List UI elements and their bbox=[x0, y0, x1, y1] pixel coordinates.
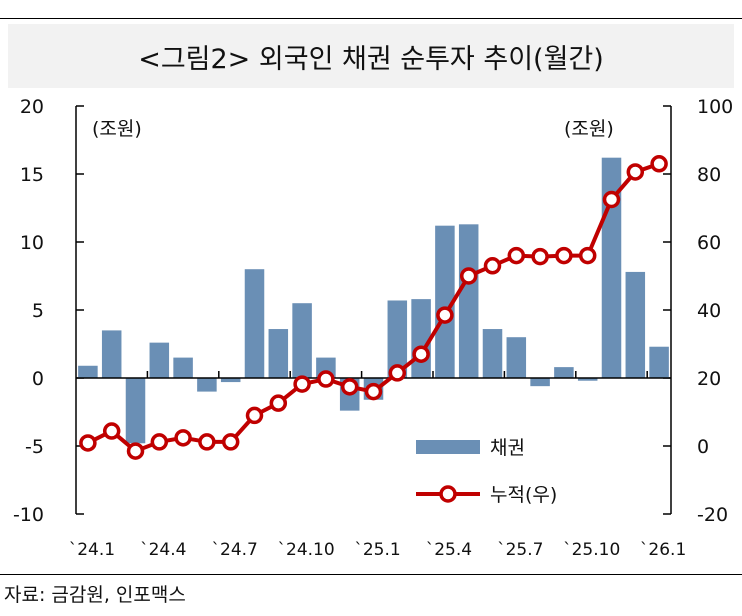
bar-`25.10 bbox=[577, 378, 598, 381]
x-tick-label: `24.1 bbox=[69, 540, 115, 560]
x-tick-label: `24.4 bbox=[140, 540, 186, 560]
left-axis-unit: (조원) bbox=[92, 118, 142, 140]
point-`25.3 bbox=[412, 345, 430, 363]
bar-`24.2 bbox=[101, 330, 122, 378]
point-`25.2 bbox=[388, 364, 407, 382]
bar-`24.3 bbox=[125, 378, 146, 444]
right-tick-label: -20 bbox=[697, 504, 728, 526]
point-`25.9 bbox=[555, 246, 573, 265]
point-`24.1 bbox=[79, 434, 97, 452]
bar-`25.6 bbox=[482, 329, 503, 378]
x-tick-label: `24.7 bbox=[212, 540, 258, 560]
right-tick-label: 20 bbox=[697, 368, 721, 390]
chart-frame bbox=[0, 18, 742, 575]
bar-`24.8 bbox=[244, 269, 265, 378]
point-`25.7 bbox=[507, 246, 526, 265]
point-`25.10 bbox=[578, 246, 597, 265]
point-`24.5 bbox=[174, 429, 192, 447]
point-`24.3 bbox=[126, 442, 145, 460]
right-tick-label: 0 bbox=[697, 436, 709, 458]
bar-`25.4 bbox=[435, 225, 455, 378]
bar-`24.4 bbox=[149, 342, 170, 378]
right-tick-label: 80 bbox=[697, 164, 721, 186]
bar-`26.1 bbox=[649, 346, 669, 378]
point-`24.7 bbox=[221, 433, 240, 451]
bar-`25.9 bbox=[554, 367, 574, 378]
x-tick-label: `25.4 bbox=[426, 540, 472, 560]
right-tick-label: 100 bbox=[697, 96, 733, 118]
cumulative-line bbox=[87, 161, 660, 454]
chart-title: <그림2> 외국인 채권 순투자 추이(월간) bbox=[8, 24, 734, 88]
point-`24.11 bbox=[317, 370, 335, 388]
left-tick-label: 0 bbox=[32, 368, 44, 390]
bar-`24.10 bbox=[292, 303, 312, 378]
right-tick-label: 60 bbox=[697, 232, 721, 254]
bar-`24.9 bbox=[268, 329, 289, 378]
point-`25.11 bbox=[602, 190, 621, 209]
left-tick-label: 20 bbox=[20, 96, 44, 118]
bar-`24.5 bbox=[173, 357, 193, 378]
x-tick-label: `25.7 bbox=[497, 540, 543, 560]
point-`25.4 bbox=[436, 306, 454, 324]
left-tick-label: 15 bbox=[20, 164, 44, 186]
legend-line-label: 누적(우) bbox=[490, 484, 557, 506]
point-`25.12 bbox=[626, 163, 645, 181]
x-tick-label: `26.1 bbox=[640, 540, 686, 560]
point-`24.12 bbox=[340, 378, 359, 396]
point-`24.6 bbox=[198, 433, 216, 451]
point-`24.9 bbox=[269, 394, 288, 412]
source-note: 자료: 금감원, 인포맥스 bbox=[4, 584, 186, 606]
bar-`25.3 bbox=[411, 299, 431, 378]
legend-bar-swatch bbox=[416, 440, 480, 454]
point-`25.6 bbox=[483, 257, 502, 275]
bar-`25.5 bbox=[458, 224, 479, 378]
point-`25.1 bbox=[364, 382, 383, 401]
left-tick-label: -10 bbox=[13, 504, 44, 526]
bar-`25.12 bbox=[625, 271, 646, 378]
left-tick-label: -5 bbox=[25, 436, 44, 458]
point-`25.8 bbox=[531, 247, 549, 266]
bar-`25.7 bbox=[506, 337, 527, 378]
point-`24.8 bbox=[245, 406, 264, 425]
bar-`24.1 bbox=[78, 365, 98, 378]
point-`24.2 bbox=[102, 422, 121, 440]
x-tick-label: `24.10 bbox=[278, 540, 335, 560]
legend-bar-label: 채권 bbox=[490, 437, 525, 459]
bar-`24.6 bbox=[197, 378, 217, 392]
bar-`24.7 bbox=[220, 378, 241, 383]
x-tick-label: `25.1 bbox=[354, 540, 400, 560]
left-tick-label: 10 bbox=[20, 232, 44, 254]
bar-`25.8 bbox=[530, 378, 550, 387]
bar-`25.2 bbox=[387, 300, 408, 378]
point-`24.4 bbox=[150, 433, 169, 451]
x-tick-label: `25.10 bbox=[563, 540, 620, 560]
left-tick-label: 5 bbox=[32, 300, 44, 322]
point-`24.10 bbox=[293, 375, 311, 393]
legend-line-marker bbox=[439, 485, 457, 503]
right-tick-label: 40 bbox=[697, 300, 721, 322]
right-axis-unit: (조원) bbox=[564, 118, 614, 140]
point-`26.1 bbox=[650, 155, 668, 173]
point-`25.5 bbox=[459, 267, 478, 285]
